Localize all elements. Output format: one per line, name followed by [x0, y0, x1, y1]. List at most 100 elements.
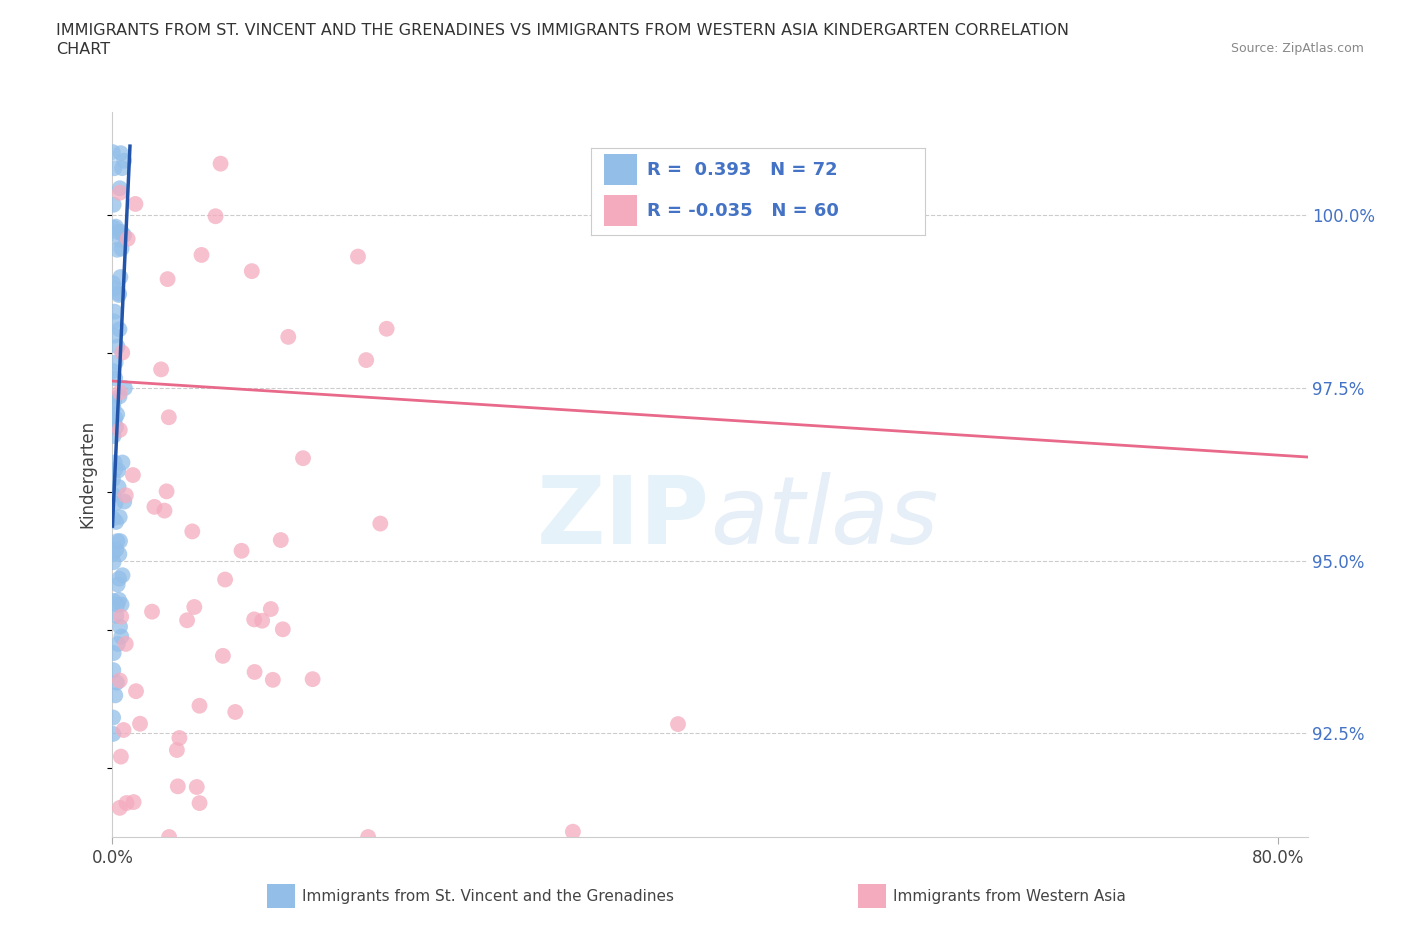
Point	[103, 726, 125, 741]
Point	[108, 185, 131, 200]
Point	[107, 339, 129, 354]
Point	[103, 161, 125, 176]
Point	[108, 592, 131, 607]
Point	[666, 717, 689, 732]
Point	[108, 322, 131, 337]
Point	[103, 645, 125, 660]
Point	[153, 503, 176, 518]
Point	[103, 220, 125, 235]
Point	[103, 281, 125, 296]
Point	[101, 472, 124, 486]
Point	[156, 272, 179, 286]
Point	[104, 219, 127, 234]
Point	[103, 304, 125, 319]
Point	[166, 742, 188, 757]
Point	[169, 731, 191, 746]
Text: Immigrants from Western Asia: Immigrants from Western Asia	[893, 889, 1126, 904]
Point	[104, 455, 127, 470]
Point	[110, 241, 132, 256]
Point	[143, 499, 166, 514]
Text: Source: ZipAtlas.com: Source: ZipAtlas.com	[1230, 42, 1364, 55]
Point	[108, 571, 131, 586]
Point	[107, 224, 129, 239]
Point	[243, 612, 266, 627]
Point	[103, 511, 125, 525]
Point	[157, 830, 180, 844]
Point	[108, 286, 131, 301]
Point	[105, 419, 128, 434]
Point	[112, 153, 135, 168]
Point	[108, 232, 131, 246]
Point	[260, 602, 283, 617]
Point	[111, 161, 134, 176]
Point	[243, 665, 266, 680]
Point	[115, 795, 138, 810]
Point	[224, 705, 246, 720]
Point	[108, 385, 131, 400]
Point	[108, 422, 131, 437]
Point	[110, 270, 132, 285]
Point	[186, 779, 208, 794]
Text: CHART: CHART	[56, 42, 110, 57]
Point	[117, 232, 139, 246]
Point	[271, 622, 294, 637]
Point	[105, 514, 128, 529]
Point	[214, 572, 236, 587]
Point	[108, 180, 131, 195]
Point	[107, 463, 129, 478]
Point	[375, 322, 398, 337]
Text: atlas: atlas	[710, 472, 938, 564]
Point	[103, 663, 125, 678]
Point	[270, 533, 292, 548]
Point	[103, 400, 125, 415]
Point	[103, 328, 125, 343]
Point	[122, 468, 145, 483]
Point	[301, 671, 323, 686]
Point	[122, 794, 145, 809]
Point	[114, 488, 136, 503]
Point	[190, 247, 212, 262]
Point	[125, 684, 148, 698]
Point	[183, 600, 205, 615]
Point	[357, 830, 380, 844]
Point	[292, 451, 315, 466]
Point	[108, 619, 131, 634]
Point	[108, 389, 131, 404]
Point	[103, 415, 125, 430]
Point	[150, 362, 173, 377]
Point	[110, 597, 132, 612]
Point	[188, 796, 211, 811]
Point	[110, 750, 132, 764]
Point	[262, 672, 284, 687]
Point	[368, 516, 391, 531]
Y-axis label: Kindergarten: Kindergarten	[79, 420, 97, 528]
Bar	[267, 884, 295, 908]
Point	[110, 609, 132, 624]
Point	[124, 196, 146, 211]
Point	[114, 636, 136, 651]
Point	[104, 462, 127, 477]
Point	[105, 597, 128, 612]
Point	[129, 716, 152, 731]
Point	[104, 355, 127, 370]
Point	[212, 648, 235, 663]
Point	[101, 546, 124, 561]
Point	[114, 380, 136, 395]
Point	[101, 275, 124, 290]
Point	[181, 524, 204, 538]
Point	[240, 264, 263, 279]
Text: ZIP: ZIP	[537, 472, 710, 564]
Point	[103, 394, 125, 409]
Bar	[858, 884, 886, 908]
Point	[105, 608, 128, 623]
Point	[103, 429, 125, 444]
Point	[561, 824, 583, 839]
Point	[103, 314, 125, 329]
Point	[108, 534, 131, 549]
Point	[104, 496, 127, 511]
Point	[105, 534, 128, 549]
Text: Immigrants from St. Vincent and the Grenadines: Immigrants from St. Vincent and the Gren…	[302, 889, 675, 904]
Point	[108, 287, 131, 302]
Point	[204, 209, 226, 224]
Point	[105, 243, 128, 258]
